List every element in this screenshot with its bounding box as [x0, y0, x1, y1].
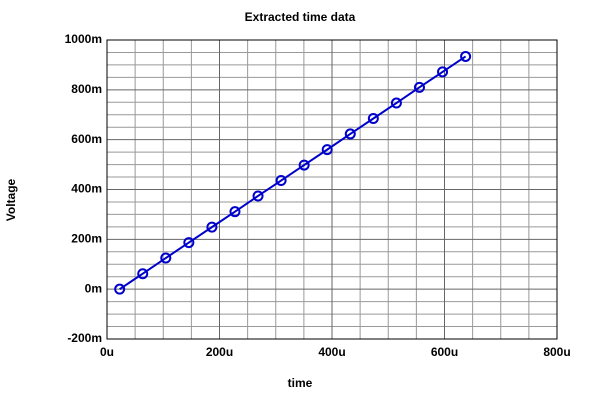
x-tick-label: 800u	[543, 345, 570, 359]
x-tick-label: 400u	[318, 345, 345, 359]
data-point	[229, 206, 241, 218]
data-point	[344, 128, 356, 140]
series-line	[119, 55, 467, 290]
x-tick-label: 200u	[206, 345, 233, 359]
data-point	[206, 221, 218, 233]
data-point	[321, 144, 333, 156]
y-tick-label: -200m	[67, 331, 102, 345]
data-point	[183, 237, 195, 249]
data-point	[413, 81, 425, 93]
y-tick-label: 800m	[71, 82, 102, 96]
y-tick-label: 0m	[85, 281, 102, 295]
data-point	[437, 66, 449, 78]
y-tick-label: 600m	[71, 132, 102, 146]
data-point	[367, 112, 379, 124]
data-point	[252, 190, 264, 202]
y-tick-label: 200m	[71, 232, 102, 246]
data-point	[460, 50, 472, 62]
data-point	[275, 175, 287, 187]
y-tick-label: 400m	[71, 182, 102, 196]
chart-title: Extracted time data	[245, 10, 356, 24]
x-tick-label: 0u	[100, 345, 114, 359]
y-axis-label: Voltage	[4, 178, 18, 221]
data-point	[137, 268, 149, 280]
data-point	[298, 159, 310, 171]
x-tick-label: 600u	[431, 345, 458, 359]
x-axis-label: time	[288, 376, 313, 390]
data-point	[160, 252, 172, 264]
data-point	[390, 97, 402, 109]
y-tick-label: 1000m	[65, 32, 102, 46]
plot-frame	[106, 39, 558, 340]
data-point	[114, 283, 126, 295]
